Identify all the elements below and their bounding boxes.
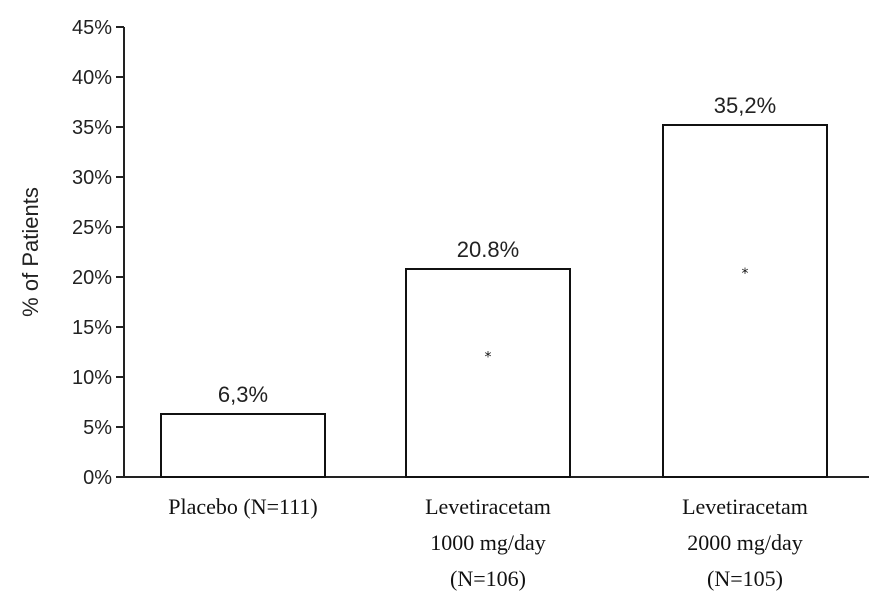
y-tick-label: 0% [83, 467, 112, 489]
x-category-label: 1000 mg/day [430, 530, 546, 555]
significance-marker: * [742, 266, 749, 282]
y-tick-label: 40% [72, 67, 112, 89]
y-tick-label: 25% [72, 217, 112, 239]
x-category-label: Levetiracetam [425, 494, 551, 519]
bars: 6,3% 20.8% * 35,2% * [160, 93, 828, 478]
y-tick-label: 5% [83, 417, 112, 439]
x-category-label: (N=106) [450, 566, 526, 591]
y-tick-label: 10% [72, 367, 112, 389]
x-category-label: 2000 mg/day [687, 530, 803, 555]
x-category-label: Levetiracetam [682, 494, 808, 519]
y-tick-label: 45% [72, 17, 112, 39]
bar [160, 413, 326, 478]
bar-data-label: 6,3% [218, 382, 268, 407]
bar-data-label: 35,2% [714, 93, 776, 118]
y-tick-label: 15% [72, 317, 112, 339]
y-axis-label: % of Patients [18, 187, 43, 317]
x-category-label: (N=105) [707, 566, 783, 591]
x-category-label: Placebo (N=111) [168, 494, 317, 519]
bar-data-label: 20.8% [457, 237, 519, 262]
x-axis: Placebo (N=111) Levetiracetam 1000 mg/day (… [124, 476, 869, 591]
y-tick-label: 35% [72, 117, 112, 139]
bar [405, 268, 571, 478]
y-tick-label: 30% [72, 167, 112, 189]
y-tick-label: 20% [72, 267, 112, 289]
y-axis: 0% 5% 10% 15% 20% 25% 30% 35% 40% 45% [72, 17, 125, 489]
significance-marker: * [485, 349, 492, 365]
bar [662, 124, 828, 478]
